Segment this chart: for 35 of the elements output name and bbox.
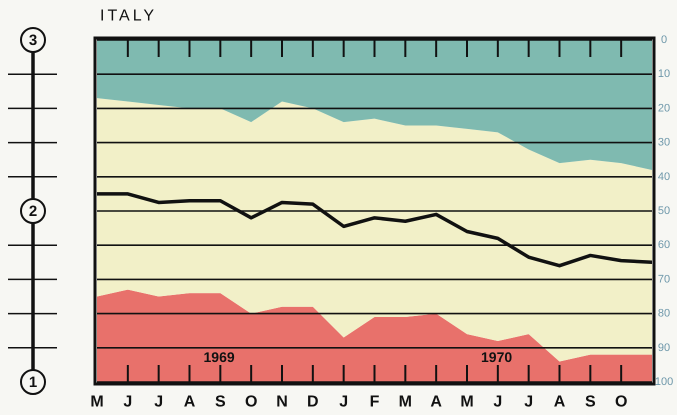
x-tick-label: J bbox=[524, 393, 534, 410]
y-tick-label: 60 bbox=[658, 239, 670, 252]
annotation: 1970 bbox=[481, 348, 512, 365]
x-tick-label: J bbox=[154, 393, 164, 410]
y-tick-label: 100 bbox=[654, 376, 674, 388]
y-tick-label: 40 bbox=[658, 170, 670, 183]
x-tick-label: S bbox=[214, 393, 226, 410]
y-tick-label: 20 bbox=[658, 102, 670, 114]
x-tick-label: A bbox=[554, 393, 566, 410]
annotation: 1969 bbox=[204, 348, 235, 365]
x-tick-label: O bbox=[244, 393, 258, 410]
y-tick-label: 0 bbox=[660, 34, 668, 46]
y2-tick-label: 3 bbox=[28, 32, 38, 50]
y-tick-label: 80 bbox=[658, 308, 670, 320]
y-tick-label: 30 bbox=[658, 136, 670, 149]
x-tick-label: O bbox=[614, 393, 628, 410]
x-tick-label: J bbox=[493, 393, 502, 410]
x-tick-label: J bbox=[123, 393, 132, 410]
x-tick-label: D bbox=[307, 393, 319, 410]
x-tick-label: J bbox=[339, 393, 348, 410]
chart-title: ITALY bbox=[100, 7, 158, 24]
y-tick-label: 10 bbox=[658, 68, 670, 80]
y2-tick-label: 2 bbox=[28, 203, 38, 220]
x-tick-label: A bbox=[430, 393, 442, 410]
x-tick-label: S bbox=[584, 393, 596, 410]
x-tick-label: N bbox=[276, 393, 288, 410]
x-tick-label: M bbox=[460, 393, 474, 410]
x-tick-label: M bbox=[90, 393, 104, 410]
y-tick-label: 70 bbox=[658, 273, 670, 286]
x-tick-label: A bbox=[184, 393, 196, 410]
y-tick-label: 90 bbox=[658, 342, 670, 354]
x-tick-label: F bbox=[370, 393, 380, 410]
x-tick-label: M bbox=[398, 393, 412, 410]
y-tick-label: 50 bbox=[658, 205, 670, 218]
y2-tick-label: 1 bbox=[28, 374, 38, 392]
